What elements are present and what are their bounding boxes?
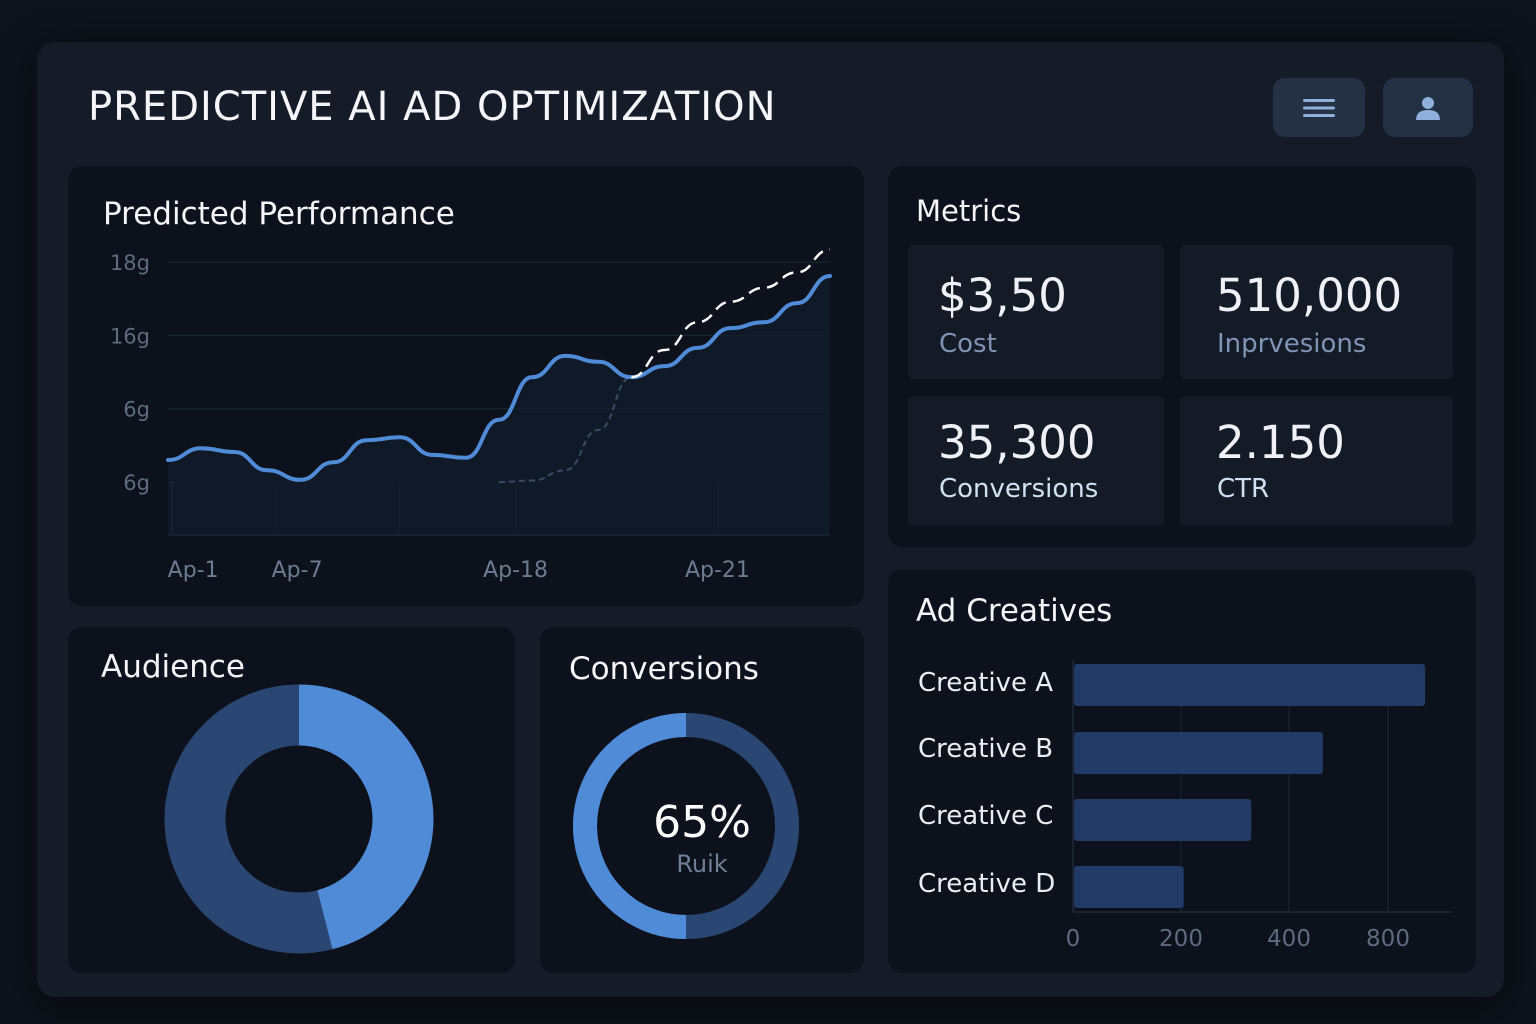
- page-title: PREDICTIVE AI AD OPTIMIZATION: [88, 84, 777, 130]
- performance-line-chart: 18g 16g 6g 6g Ap-1 Ap-7 Ap-18 Ap-21: [110, 248, 832, 583]
- donut-slice: [298, 684, 434, 950]
- panel-title: Predicted Performance: [103, 196, 455, 232]
- conversions-percent: 65%: [653, 797, 751, 848]
- metric-label: Conversions: [939, 474, 1099, 504]
- audience-panel: Audience: [68, 627, 515, 973]
- creative-bar: [1074, 732, 1323, 774]
- panel-title: Conversions: [569, 651, 759, 687]
- metric-value: 35,300: [938, 416, 1096, 469]
- panel-title: Audience: [101, 649, 245, 685]
- metric-card-cost: $3,50 Cost: [908, 245, 1164, 379]
- y-tick-label: 18g: [110, 251, 150, 275]
- predicted-performance-line: [166, 274, 832, 482]
- x-tick-label: Ap-18: [483, 558, 548, 583]
- panel-title: Metrics: [916, 194, 1022, 228]
- creative-bar: [1074, 799, 1252, 841]
- x-tick-label: 0: [1066, 926, 1081, 952]
- ad-creatives-panel: Ad Creatives Creative A Creative B Creat…: [888, 569, 1476, 973]
- x-tick-label: Ap-21: [685, 558, 750, 583]
- creative-bar: [1074, 866, 1184, 908]
- ring-fill: [573, 713, 687, 939]
- y-tick-label: 6g: [123, 398, 150, 422]
- menu-button[interactable]: [1273, 78, 1365, 137]
- metric-label: CTR: [1217, 474, 1270, 504]
- y-tick-label: 6g: [123, 471, 150, 495]
- series-area: [168, 276, 830, 535]
- creatives-bar-chart: 0 200 400 800: [1066, 661, 1451, 952]
- conversions-ring-gauge: [573, 713, 799, 939]
- bar-label: Creative A: [918, 668, 1054, 698]
- hamburger-menu-icon: [1303, 98, 1335, 117]
- y-tick-label: 16g: [110, 324, 150, 348]
- metric-value: 2.150: [1216, 416, 1345, 469]
- x-tick-label: Ap-1: [168, 558, 219, 583]
- predicted-performance-panel: Predicted Performance 18g 16g 6g 6g Ap-1 Ap-7…: [68, 166, 864, 606]
- forecast-dashed-line: [631, 248, 831, 379]
- panel-title: Ad Creatives: [916, 593, 1113, 629]
- user-icon: [1416, 96, 1440, 120]
- metric-label: Cost: [939, 329, 997, 359]
- metric-card-ctr: 2.150 CTR: [1180, 396, 1453, 526]
- x-tick-label: 200: [1159, 926, 1203, 952]
- metric-card-conversions: 35,300 Conversions: [908, 396, 1164, 526]
- metric-value: $3,50: [938, 269, 1067, 322]
- audience-donut-chart: [164, 684, 434, 954]
- x-tick-label: 800: [1366, 926, 1410, 952]
- bar-label: Creative B: [918, 734, 1054, 764]
- bar-label: Creative C: [918, 801, 1054, 831]
- metric-card-impressions: 510,000 Inprvesions: [1180, 245, 1453, 379]
- baseline-forecast-line: [498, 376, 632, 483]
- metric-label: Inprvesions: [1217, 329, 1367, 359]
- donut-slice: [164, 684, 333, 954]
- bar-label: Creative D: [918, 869, 1056, 899]
- x-tick-label: 400: [1267, 926, 1311, 952]
- x-tick-label: Ap-7: [272, 558, 323, 583]
- conversions-sublabel: Ruik: [676, 850, 728, 878]
- user-button[interactable]: [1383, 78, 1473, 137]
- metrics-panel: Metrics $3,50 Cost 510,000 Inprvesions 3…: [888, 166, 1476, 547]
- conversions-panel: Conversions 65% Ruik: [540, 627, 864, 973]
- metric-value: 510,000: [1216, 269, 1403, 322]
- creative-bar: [1074, 664, 1426, 706]
